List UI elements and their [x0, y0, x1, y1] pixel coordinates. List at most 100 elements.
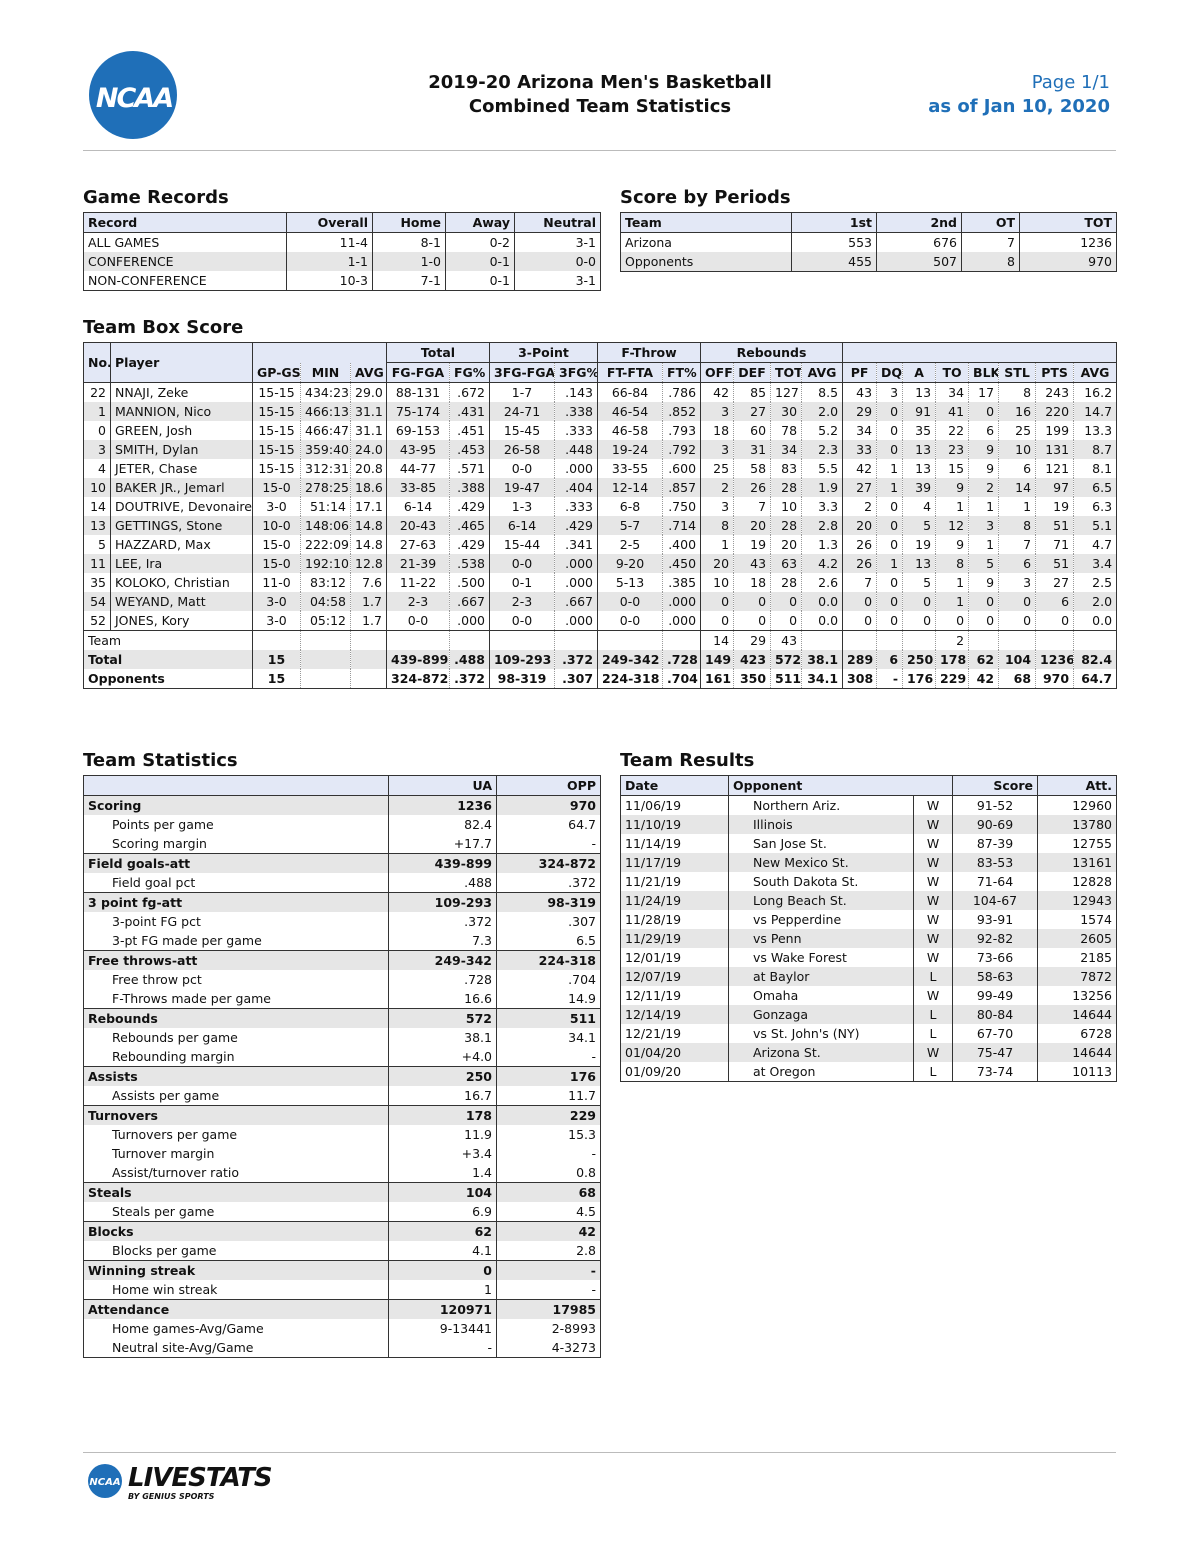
cell: 10: [998, 440, 1036, 459]
ncaa-logo: NCAA: [89, 51, 177, 139]
cell: [252, 630, 301, 650]
cell: 98-319: [489, 669, 555, 689]
cell: 0-2: [445, 232, 515, 252]
cell: 92-82: [952, 929, 1038, 948]
cell: 243: [1035, 382, 1074, 402]
cell: Home win streak: [83, 1280, 389, 1300]
cell: 99-49: [952, 986, 1038, 1005]
cell: Turnovers: [83, 1105, 389, 1125]
cell: 2.6: [801, 573, 843, 592]
result-row: 12/01/19 vs Wake Forest W 73-66 2185: [620, 948, 1117, 967]
row: NON-CONFERENCE 10-3 7-1 0-1 3-1: [83, 271, 601, 291]
cell: 466:13: [300, 402, 351, 421]
cell: -: [496, 1047, 601, 1067]
header-cell: DQ: [876, 362, 903, 383]
cell: vs Pepperdine: [728, 910, 914, 929]
cell: Points per game: [83, 815, 389, 834]
cell: Rebounds per game: [83, 1028, 389, 1047]
cell: 43: [733, 554, 771, 573]
cell: 44-77: [386, 459, 450, 478]
result-row: 01/09/20 at Oregon L 73-74 10113: [620, 1062, 1117, 1082]
cell: 69-153: [386, 421, 450, 440]
cell: 41: [935, 402, 969, 421]
cell: 1: [935, 592, 969, 611]
cell: 7.6: [350, 573, 387, 592]
cell: 10: [700, 573, 734, 592]
cell: 1.3: [801, 535, 843, 554]
cell: 312:31: [300, 459, 351, 478]
cell: 439-899: [386, 650, 450, 669]
cell: 3: [968, 516, 999, 535]
cell: 3: [700, 440, 734, 459]
item-row: Neutral site-Avg/Game -4-3273: [83, 1338, 601, 1358]
cell: .793: [662, 421, 701, 440]
item-row: Blocks per game 4.1 2.8: [83, 1241, 601, 1261]
player-row: 52 JONES, Kory 3-0 05:12 1.7 0-0.000 0-0.000 0-…: [83, 611, 1117, 631]
cell: 38.1: [801, 650, 843, 669]
result-row: 11/17/19 New Mexico St. W 83-53 13161: [620, 853, 1117, 872]
header-cell: Record: [83, 212, 287, 233]
cell: 2-3: [386, 592, 450, 611]
cell: 54: [83, 592, 111, 611]
cell: 224-318: [496, 950, 601, 970]
cell: 22: [83, 382, 111, 402]
cell: Scoring: [83, 795, 389, 815]
cell: 308: [842, 669, 877, 689]
cell: .000: [553, 554, 598, 573]
cell: 466:47: [300, 421, 351, 440]
item-row: Field goal pct .488.372: [83, 873, 601, 893]
cell: 12/14/19: [620, 1005, 729, 1024]
cell: -: [496, 834, 601, 854]
cell: W: [913, 815, 953, 834]
player-row: 13 GETTINGS, Stone 10-0 148:06 14.8 20-43.465…: [83, 516, 1117, 535]
cell: 15-0: [252, 554, 301, 573]
cell: .450: [662, 554, 701, 573]
header-cell: Neutral: [514, 212, 601, 233]
cell: 10-3: [286, 271, 373, 291]
cell: 3-pt FG made per game: [83, 931, 389, 951]
cell: 0: [968, 592, 999, 611]
cell: NON-CONFERENCE: [83, 271, 287, 291]
cell: 82.4: [388, 815, 497, 834]
cell: 4: [83, 459, 111, 478]
cell: .372: [388, 912, 497, 931]
cell: 11.9: [388, 1125, 497, 1144]
cell: 28: [770, 478, 802, 497]
cell: KOLOKO, Christian: [110, 573, 253, 592]
cell: 6728: [1037, 1024, 1117, 1043]
cell: Assist/turnover ratio: [83, 1163, 389, 1183]
header-cell: OPP: [496, 775, 601, 796]
cell: 0.0: [801, 611, 843, 631]
item-row: Home win streak 1-: [83, 1280, 601, 1300]
cell: 42: [700, 382, 734, 402]
cell: .704: [662, 669, 701, 689]
cell: 20.8: [350, 459, 387, 478]
cell: 0: [876, 535, 903, 554]
cell: 15: [935, 459, 969, 478]
cell: 120971: [388, 1299, 497, 1319]
cell: [1073, 630, 1117, 650]
cell: 14.7: [1073, 402, 1117, 421]
cell: 9-13441: [388, 1319, 497, 1338]
result-row: 11/28/19 vs Pepperdine W 93-91 1574: [620, 910, 1117, 929]
header-cell: MIN: [300, 362, 351, 383]
item-row: Turnover margin +3.4-: [83, 1144, 601, 1163]
cell: 2.0: [801, 402, 843, 421]
cell: Rebounding margin: [83, 1047, 389, 1067]
cell: 3.3: [801, 497, 843, 516]
header-cell: Overall: [286, 212, 373, 233]
cell: 27: [1035, 573, 1074, 592]
cell: 35: [902, 421, 936, 440]
header-cell: No.: [83, 342, 111, 383]
cell: 0: [902, 592, 936, 611]
header-cell: F-Throw: [597, 342, 701, 363]
header-cell: Opponent: [728, 775, 953, 796]
cell: vs St. John's (NY): [728, 1024, 914, 1043]
cell: 5: [902, 573, 936, 592]
cell: 13: [902, 440, 936, 459]
cell: 7.3: [388, 931, 497, 951]
cell: 572: [388, 1008, 497, 1028]
header-cell: [842, 342, 1117, 363]
cell: 4.2: [801, 554, 843, 573]
cell: Total: [83, 650, 253, 669]
